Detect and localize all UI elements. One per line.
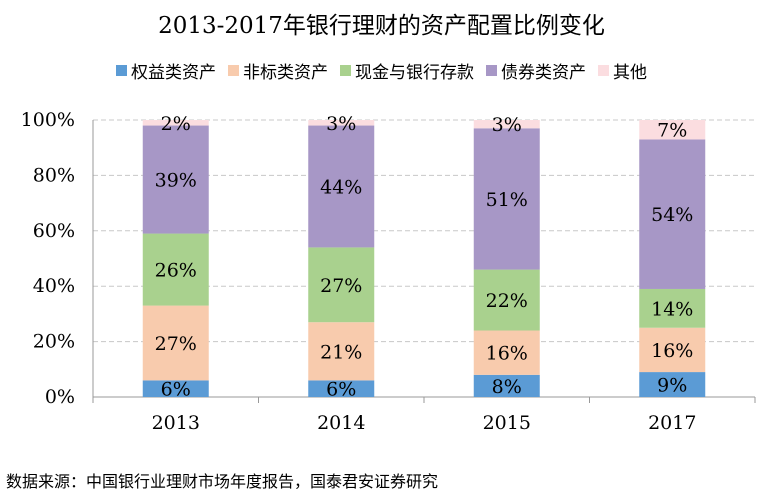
data-label: 16% bbox=[651, 340, 693, 362]
data-label: 44% bbox=[320, 176, 362, 198]
data-label: 14% bbox=[651, 298, 693, 320]
bar-segment bbox=[639, 372, 706, 397]
legend-label: 非标类资产 bbox=[243, 63, 328, 83]
bar-segment bbox=[473, 269, 540, 331]
y-tick-label: 0% bbox=[45, 386, 75, 408]
x-tick-label: 2013 bbox=[152, 412, 200, 434]
legend-item: 其他 bbox=[598, 58, 647, 83]
bar-segment bbox=[142, 380, 209, 397]
data-label: 22% bbox=[486, 290, 528, 312]
bar-segment bbox=[473, 128, 540, 270]
x-tick-label: 2017 bbox=[648, 412, 696, 434]
legend-swatch bbox=[486, 65, 497, 76]
y-tick-label: 40% bbox=[33, 275, 75, 297]
data-label: 2% bbox=[161, 113, 191, 135]
bar-segment bbox=[308, 120, 375, 126]
legend-swatch bbox=[598, 65, 609, 76]
y-tick-label: 80% bbox=[33, 164, 75, 186]
bar-segment bbox=[308, 322, 375, 381]
legend-swatch bbox=[228, 65, 239, 76]
data-label: 6% bbox=[161, 379, 191, 401]
data-label: 27% bbox=[155, 333, 197, 355]
legend-label: 权益类资产 bbox=[131, 63, 216, 83]
data-label: 21% bbox=[320, 341, 362, 363]
data-label: 3% bbox=[326, 113, 356, 135]
legend-item: 非标类资产 bbox=[228, 58, 328, 83]
source-note: 数据来源：中国银行业理财市场年度报告，国泰君安证券研究 bbox=[6, 472, 439, 491]
bar-segment bbox=[142, 125, 209, 234]
y-tick-label: 100% bbox=[21, 109, 75, 131]
legend-label: 现金与银行存款 bbox=[355, 63, 474, 83]
bar-segment bbox=[473, 120, 540, 129]
chart-title: 2013-2017年银行理财的资产配置比例变化 bbox=[158, 13, 605, 39]
data-label: 39% bbox=[155, 170, 197, 192]
legend: 权益类资产 非标类资产 现金与银行存款 债券类资产 其他 bbox=[0, 58, 763, 83]
data-label: 26% bbox=[155, 260, 197, 282]
data-label: 8% bbox=[492, 376, 522, 398]
legend-swatch bbox=[340, 65, 351, 76]
bar-segment bbox=[639, 327, 706, 373]
bar-segment bbox=[142, 233, 209, 306]
legend-label: 债券类资产 bbox=[501, 63, 586, 83]
bar-segment bbox=[308, 380, 375, 397]
legend-item: 债券类资产 bbox=[486, 58, 586, 83]
legend-label: 其他 bbox=[613, 63, 647, 83]
bar-segment bbox=[142, 305, 209, 381]
data-label: 6% bbox=[326, 379, 356, 401]
bar-segment bbox=[639, 120, 706, 140]
legend-item: 权益类资产 bbox=[116, 58, 216, 83]
data-label: 51% bbox=[486, 189, 528, 211]
bar-segment bbox=[473, 374, 540, 397]
x-tick-label: 2014 bbox=[317, 412, 365, 434]
bar-segment bbox=[142, 120, 209, 126]
bar-segment bbox=[473, 330, 540, 375]
y-tick-label: 20% bbox=[33, 331, 75, 353]
data-label: 9% bbox=[657, 375, 687, 397]
bar-segment bbox=[639, 139, 706, 289]
bar-segment bbox=[308, 247, 375, 323]
x-tick-label: 2015 bbox=[483, 412, 531, 434]
data-label: 54% bbox=[651, 204, 693, 226]
data-label: 27% bbox=[320, 275, 362, 297]
bar-segment bbox=[639, 288, 706, 328]
y-tick-label: 60% bbox=[33, 220, 75, 242]
legend-swatch bbox=[116, 65, 127, 76]
bar-segment bbox=[308, 125, 375, 248]
data-label: 7% bbox=[657, 120, 687, 142]
legend-item: 现金与银行存款 bbox=[340, 58, 474, 83]
data-label: 16% bbox=[486, 343, 528, 365]
data-label: 3% bbox=[492, 114, 522, 136]
